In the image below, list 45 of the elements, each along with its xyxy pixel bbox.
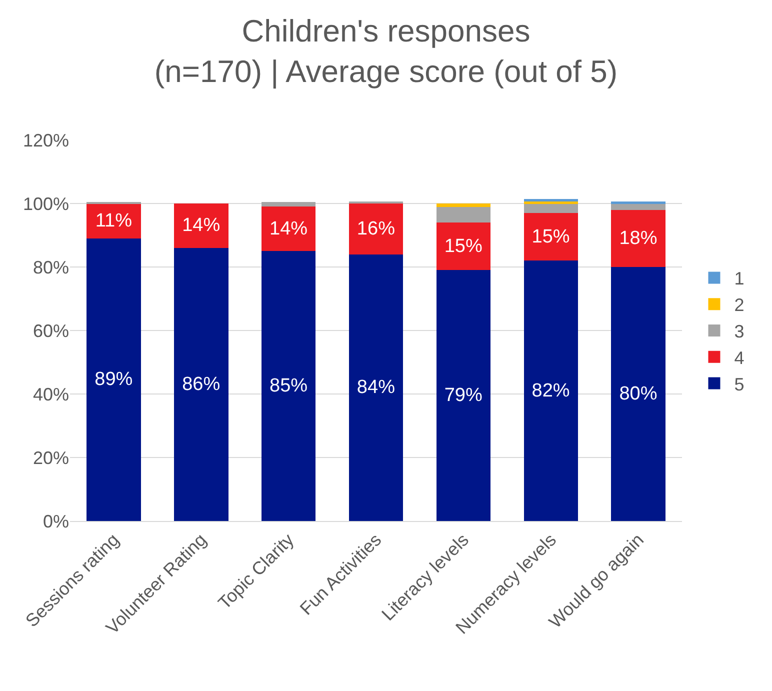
data-label: 86% <box>182 374 220 395</box>
data-label: 79% <box>444 385 482 406</box>
bar <box>261 202 316 207</box>
bar <box>611 204 666 210</box>
bar <box>436 206 491 223</box>
data-label: 80% <box>619 384 658 404</box>
legend-label: 2 <box>734 295 744 316</box>
legend-label: 1 <box>734 268 744 289</box>
legend-label: 3 <box>734 322 744 342</box>
bar <box>174 248 228 521</box>
bar <box>348 204 404 254</box>
bar <box>611 210 666 267</box>
y-tick-label: 100% <box>22 194 69 214</box>
bar <box>436 222 491 270</box>
bar <box>611 267 666 521</box>
legend-label: 5 <box>734 374 744 394</box>
data-label: 85% <box>270 376 308 397</box>
data-label: 15% <box>532 226 570 248</box>
data-label: 18% <box>619 228 658 249</box>
chart-title: Children's responses (n=170) | Average score (out of 5) <box>154 13 618 89</box>
bar <box>86 238 141 521</box>
bar <box>348 254 404 521</box>
data-label: 16% <box>356 218 396 240</box>
y-tick-label: 40% <box>32 384 69 404</box>
y-tick-label: 60% <box>32 320 69 341</box>
bar <box>436 204 491 207</box>
bar <box>261 206 316 252</box>
legend-label: 4 <box>734 348 744 368</box>
data-label: 14% <box>270 218 308 240</box>
bar <box>174 204 228 248</box>
bar <box>524 260 578 521</box>
data-label: 89% <box>94 369 133 390</box>
data-label: 14% <box>182 215 220 236</box>
data-label: 84% <box>356 377 396 398</box>
y-tick-label: 20% <box>32 448 69 468</box>
data-label: 15% <box>444 236 482 257</box>
bar <box>261 251 316 521</box>
y-tick-label: 120% <box>22 130 69 150</box>
data-label: 82% <box>532 380 570 402</box>
bar <box>524 201 578 204</box>
y-tick-label: 80% <box>32 257 69 278</box>
bar <box>524 213 578 261</box>
data-label: 11% <box>95 210 132 232</box>
y-tick-label: 0% <box>42 511 69 532</box>
bar <box>436 270 491 521</box>
